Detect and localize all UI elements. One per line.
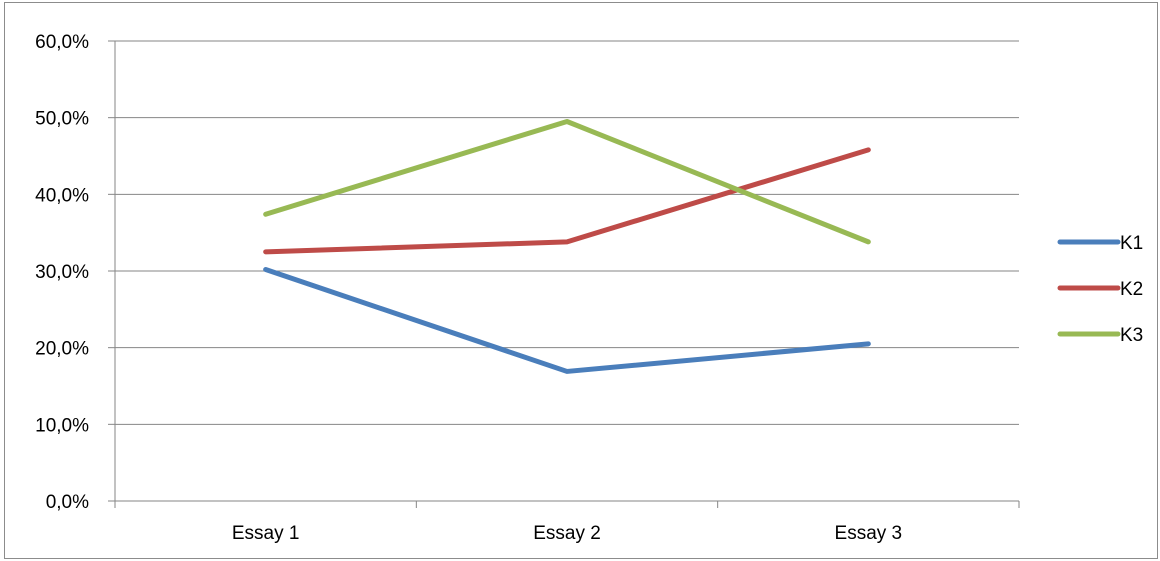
- legend-label-k1: K1: [1120, 233, 1143, 254]
- gridlines: [115, 40, 1019, 425]
- x-tick-label: Essay 2: [533, 523, 601, 544]
- y-tick-label: 10,0%: [35, 415, 89, 436]
- y-tick-label: 60,0%: [35, 32, 89, 53]
- y-tick-label: 30,0%: [35, 262, 89, 283]
- y-tick-label: 20,0%: [35, 339, 89, 360]
- x-tick-label: Essay 3: [835, 523, 903, 544]
- y-tick-label: 0,0%: [46, 492, 89, 513]
- y-tick-label: 50,0%: [35, 109, 89, 130]
- legend-label-k2: K2: [1120, 279, 1143, 300]
- series-lines: [263, 119, 871, 374]
- series-line-k3: [263, 119, 871, 245]
- legend-label-k3: K3: [1120, 325, 1143, 346]
- x-tick-label: Essay 1: [232, 523, 300, 544]
- series-line-k2: [263, 147, 871, 255]
- legend: K1 K2 K3: [1057, 233, 1143, 346]
- axes: [108, 40, 1020, 508]
- series-line-k1: [263, 266, 871, 374]
- y-tick-label: 40,0%: [35, 185, 89, 206]
- tick-labels: 0,0% 10,0% 20,0% 30,0% 40,0% 50,0% 60,0% Essay …: [35, 32, 902, 544]
- chart-frame: [4, 2, 1158, 559]
